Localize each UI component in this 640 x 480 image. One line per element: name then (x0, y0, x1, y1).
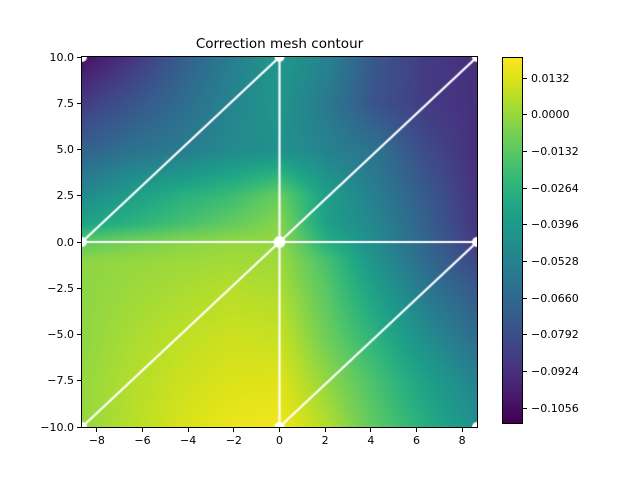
colorbar-tick-mark (523, 370, 527, 372)
y-tick-mark (77, 195, 81, 197)
colorbar-tick-label: −0.0528 (531, 254, 579, 268)
colorbar-tick-mark (523, 187, 527, 189)
x-tick-label: −8 (88, 434, 105, 447)
x-tick-label: 0 (276, 434, 283, 447)
y-tick-label: 7.5 (56, 96, 75, 110)
colorbar-tick-label: −0.0924 (531, 364, 579, 378)
colorbar-canvas (502, 57, 523, 424)
colorbar-tick-mark (523, 407, 527, 409)
colorbar-tick-label: −0.0132 (531, 145, 579, 159)
x-tick-mark (415, 428, 417, 432)
colorbar-tick-mark (523, 334, 527, 336)
x-tick-mark (187, 428, 189, 432)
x-tick-mark (233, 428, 235, 432)
colorbar-tick-label: −0.0396 (531, 218, 579, 232)
y-tick-label: 2.5 (56, 189, 75, 203)
x-tick-mark (96, 428, 98, 432)
plot-title: Correction mesh contour (195, 36, 364, 52)
colorbar-tick-mark (523, 260, 527, 262)
y-tick-mark (77, 334, 81, 335)
colorbar-tick-label: −0.0660 (531, 291, 579, 305)
y-tick-label: −10.0 (40, 420, 74, 434)
x-tick-mark (279, 428, 280, 432)
y-tick-mark (77, 149, 81, 150)
contour-field-canvas (81, 56, 478, 428)
y-tick-mark (77, 426, 81, 428)
colorbar-tick-label: 0.0000 (531, 108, 570, 122)
y-tick-mark (77, 56, 81, 58)
y-tick-mark (77, 102, 81, 104)
colorbar-tick-label: −0.1056 (531, 401, 579, 415)
x-tick-label: 4 (367, 434, 375, 447)
x-tick-label: 6 (412, 434, 420, 447)
y-tick-mark (77, 380, 81, 382)
colorbar-tick-mark (523, 224, 527, 226)
colorbar-tick-mark (523, 114, 527, 116)
colorbar-tick-mark (523, 151, 527, 153)
colorbar-tick-mark (523, 297, 527, 299)
colorbar-tick-label: −0.0792 (531, 328, 579, 342)
colorbar-tick-mark (523, 77, 527, 79)
y-tick-label: 0.0 (56, 235, 75, 249)
x-tick-label: −4 (180, 434, 197, 447)
y-tick-label: −5.0 (47, 328, 74, 341)
colorbar-tick-label: −0.0264 (531, 181, 579, 195)
x-tick-label: 8 (458, 434, 466, 447)
x-tick-mark (142, 428, 143, 432)
colorbar-tick-label: 0.0132 (531, 71, 570, 85)
x-tick-mark (461, 428, 463, 432)
y-tick-mark (77, 287, 81, 289)
x-tick-label: −6 (134, 434, 151, 447)
y-tick-label: 10.0 (49, 50, 75, 64)
x-tick-mark (324, 428, 326, 432)
y-tick-label: −2.5 (47, 281, 74, 295)
x-tick-label: 2 (321, 434, 329, 447)
y-tick-mark (77, 241, 81, 243)
y-tick-label: 5.0 (56, 143, 75, 156)
y-tick-label: −7.5 (47, 374, 74, 388)
x-tick-mark (370, 428, 372, 432)
x-tick-label: −2 (225, 434, 242, 447)
